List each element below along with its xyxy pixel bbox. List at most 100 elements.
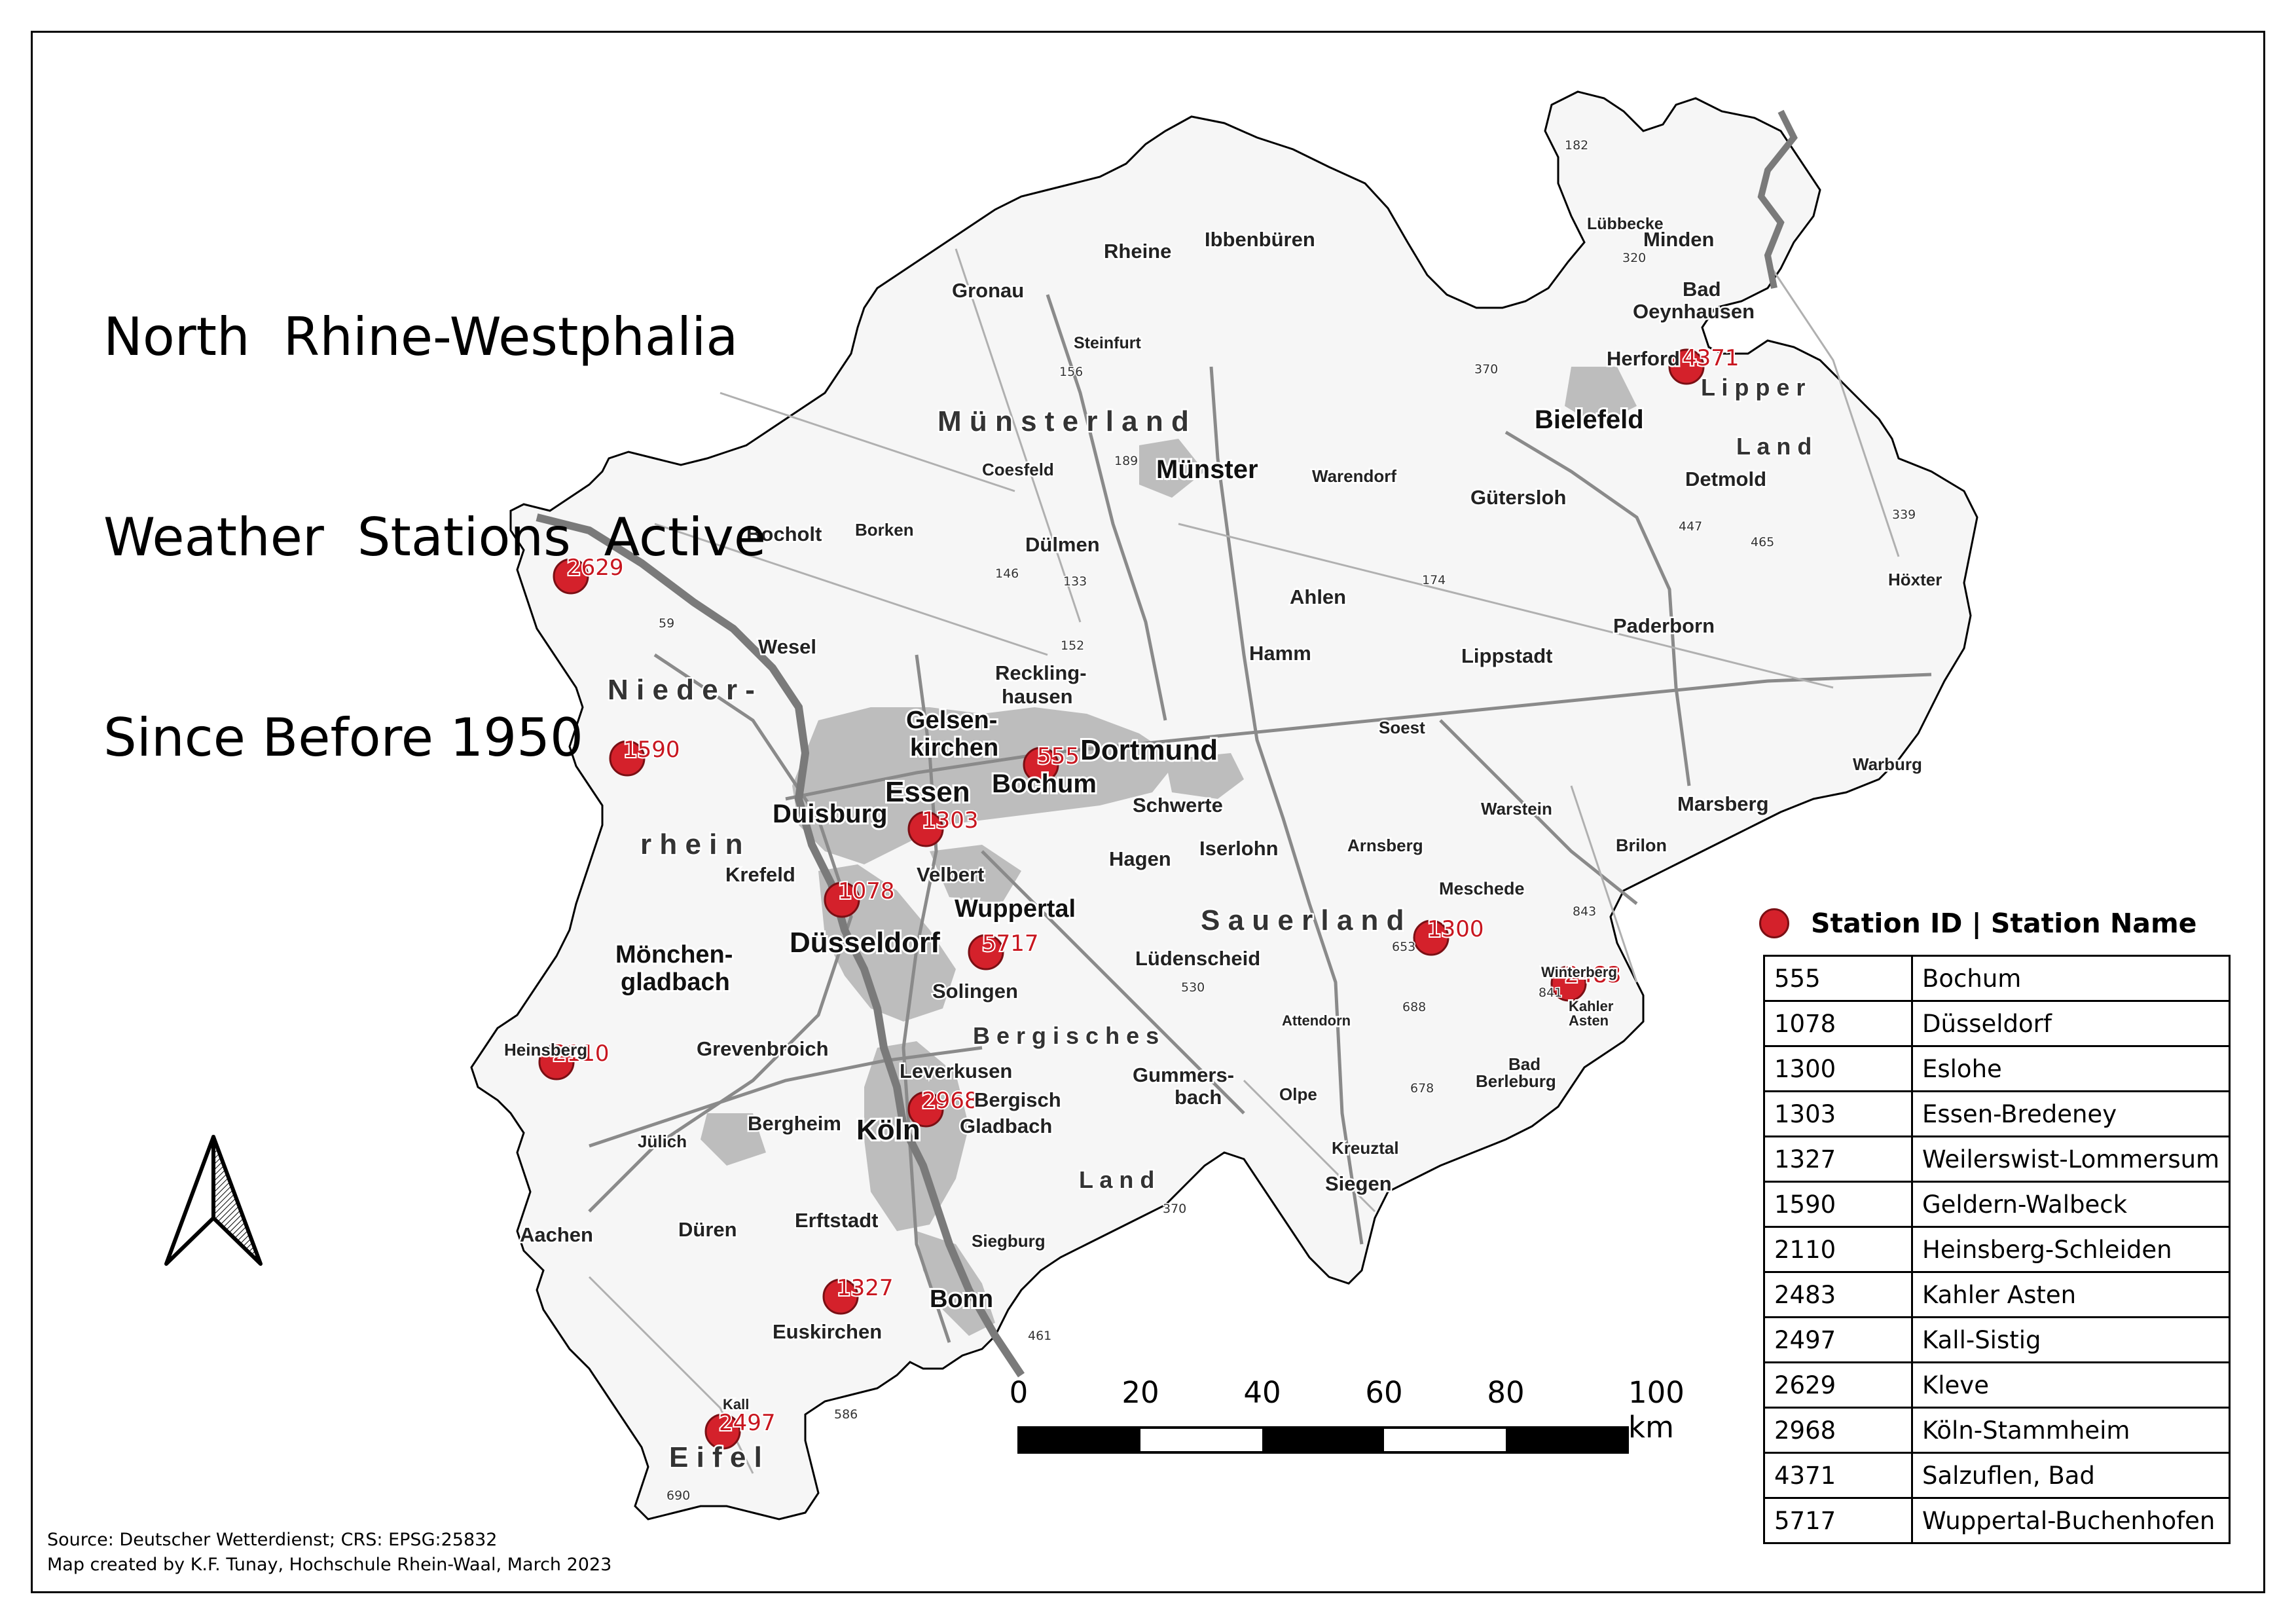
city-label: Gelsen-: [906, 707, 997, 734]
station-name-cell: Heinsberg-Schleiden: [1910, 1226, 2231, 1273]
station-2497[interactable]: 2497: [704, 1409, 777, 1450]
scale-label-100: 100 km: [1628, 1375, 1685, 1445]
city-label: Bocholt: [746, 523, 822, 545]
elevation-label: 841: [1539, 986, 1562, 1000]
table-row: 1590 Geldern-Walbeck: [1763, 1181, 2231, 1228]
station-id-cell: 2497: [1763, 1316, 1913, 1363]
rhine-river: [536, 513, 1025, 1378]
station-label: 4371: [1683, 345, 1740, 371]
station-2629[interactable]: 2629: [553, 553, 625, 595]
city-label: Steinfurt: [1074, 334, 1141, 352]
station-label: 2110: [553, 1041, 610, 1067]
city-label: Bergheim: [748, 1112, 841, 1135]
city-label: Heinsberg: [504, 1040, 587, 1060]
city-label: Minden: [1643, 228, 1715, 251]
elevation-label: 688: [1402, 1000, 1426, 1014]
station-label: 5717: [982, 931, 1039, 957]
region-label: B e r g i s c h e s: [973, 1022, 1159, 1049]
city-label: Solingen: [932, 980, 1018, 1003]
city-label: gladbach: [621, 969, 730, 996]
city-label: Wuppertal: [955, 895, 1076, 923]
elevation-label: 653: [1392, 940, 1415, 954]
station-id-cell: 2110: [1763, 1226, 1913, 1273]
city-label: Warstein: [1481, 799, 1552, 819]
city-labels: Gronau Rheine Ibbenbüren Minden Lübbecke…: [503, 213, 1944, 1414]
city-label: kirchen: [910, 734, 998, 762]
elevation-label: 133: [1063, 574, 1087, 589]
city-label: Bochum: [992, 769, 1097, 798]
elevation-label: 152: [1061, 638, 1084, 653]
station-label: 1590: [623, 737, 680, 763]
city-label: Duisburg: [773, 800, 888, 828]
station-label: 1327: [837, 1275, 894, 1301]
city-label: Borken: [855, 520, 914, 540]
city-label: Dülmen: [1025, 533, 1100, 556]
station-name-cell: Eslohe: [1910, 1045, 2231, 1092]
elevation-label: 189: [1114, 454, 1138, 468]
city-label: Leverkusen: [900, 1060, 1012, 1082]
station-2110[interactable]: 2110: [538, 1039, 611, 1080]
city-label: Herford: [1607, 347, 1680, 370]
station-1078[interactable]: 1078: [824, 877, 896, 918]
elevation-label: 447: [1679, 519, 1702, 534]
station-2968[interactable]: 2968: [907, 1086, 980, 1128]
city-label: Coesfeld: [982, 460, 1054, 479]
road-number-labels: 182 320 370 156 189 146 133 152 174 447 …: [658, 138, 1917, 1504]
city-label: Wesel: [758, 635, 816, 658]
region-label: L i p p e r: [1701, 374, 1805, 401]
city-label: Essen: [885, 776, 970, 808]
station-1300[interactable]: 1300: [1413, 915, 1485, 956]
title-line-1: North Rhine-Westphalia: [103, 306, 738, 367]
city-label: Rheine: [1104, 240, 1171, 263]
station-5717[interactable]: 5717: [968, 929, 1040, 970]
elevation-label: 370: [1474, 362, 1498, 377]
elevation-label: 461: [1028, 1329, 1051, 1343]
author-line: Map created by K.F. Tunay, Hochschule Rh…: [47, 1555, 612, 1575]
station-id-cell: 4371: [1763, 1452, 1913, 1499]
station-marker-icon: [1759, 908, 1789, 938]
city-label: Siegen: [1325, 1172, 1392, 1195]
city-label: Gütersloh: [1470, 486, 1566, 509]
city-label: Düren: [678, 1218, 737, 1241]
station-2483[interactable]: 2483: [1550, 961, 1623, 1002]
elevation-label: 339: [1892, 507, 1916, 522]
city-label: hausen: [1002, 685, 1073, 708]
station-555[interactable]: 555: [1023, 742, 1081, 783]
elevation-label: 530: [1181, 980, 1205, 995]
elevation-label: 465: [1751, 535, 1774, 549]
scale-label-60: 60: [1365, 1375, 1403, 1410]
table-row: 1078 Düsseldorf: [1763, 1000, 2231, 1047]
city-label: Berleburg: [1476, 1071, 1556, 1091]
city-label: Bad: [1683, 278, 1721, 301]
city-label: Reckling-: [995, 661, 1087, 684]
city-label: Attendorn: [1282, 1012, 1351, 1029]
station-1327[interactable]: 1327: [822, 1274, 895, 1315]
station-id-cell: 1590: [1763, 1181, 1913, 1228]
map-title: North Rhine-Westphalia Weather Stations …: [103, 170, 766, 838]
station-1303[interactable]: 1303: [907, 806, 980, 847]
legend-title: Station ID | Station Name: [1811, 908, 2197, 939]
station-name-cell: Kall-Sistig: [1910, 1316, 2231, 1363]
city-label: Gummers-: [1133, 1063, 1234, 1086]
region-label: E i f e l: [669, 1441, 762, 1473]
city-label: Düsseldorf: [790, 927, 940, 959]
weser-river: [1757, 109, 1798, 289]
city-label: Velbert: [917, 863, 984, 886]
station-4371[interactable]: 4371: [1668, 344, 1741, 385]
city-label: Bonn: [930, 1285, 993, 1313]
title-line-2: Weather Stations Active: [103, 507, 767, 568]
road-network: [588, 248, 1900, 1474]
city-label: Brilon: [1616, 836, 1667, 855]
city-label: Siegburg: [972, 1231, 1046, 1251]
table-row: 2497 Kall-Sistig: [1763, 1316, 2231, 1363]
city-label: Kreuztal: [1332, 1138, 1399, 1158]
station-name-cell: Köln-Stammheim: [1910, 1407, 2231, 1454]
station-1590[interactable]: 1590: [609, 735, 682, 777]
elevation-label: 174: [1422, 573, 1446, 587]
city-label: Marsberg: [1677, 792, 1769, 815]
scale-label-80: 80: [1487, 1375, 1525, 1410]
station-label: 1078: [838, 878, 895, 904]
city-label: Hamm: [1249, 642, 1311, 665]
city-label: bach: [1175, 1086, 1222, 1109]
